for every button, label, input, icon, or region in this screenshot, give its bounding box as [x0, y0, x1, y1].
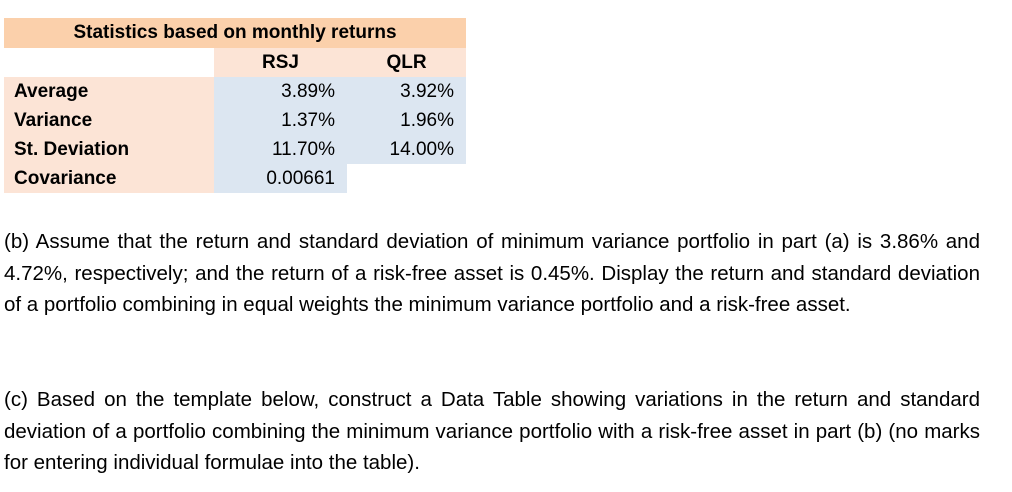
- question-c-text: (c) Based on the template below, constru…: [4, 388, 980, 474]
- row-label-std-deviation: St. Deviation: [4, 135, 214, 164]
- std-deviation-qlr-value: 14.00%: [347, 135, 466, 164]
- header-empty-cell: [4, 48, 214, 77]
- row-label-covariance: Covariance: [4, 164, 214, 193]
- std-deviation-rsj-value: 11.70%: [214, 135, 347, 164]
- variance-rsj-value: 1.37%: [214, 106, 347, 135]
- question-b-text: (b) Assume that the return and standard …: [4, 230, 980, 316]
- column-header-qlr: QLR: [347, 48, 466, 77]
- column-header-rsj: RSJ: [214, 48, 347, 77]
- covariance-value: 0.00661: [214, 164, 347, 193]
- average-qlr-value: 3.92%: [347, 77, 466, 106]
- average-rsj-value: 3.89%: [214, 77, 347, 106]
- row-label-average: Average: [4, 77, 214, 106]
- row-label-variance: Variance: [4, 106, 214, 135]
- table-title: Statistics based on monthly returns: [4, 18, 466, 48]
- variance-qlr-value: 1.96%: [347, 106, 466, 135]
